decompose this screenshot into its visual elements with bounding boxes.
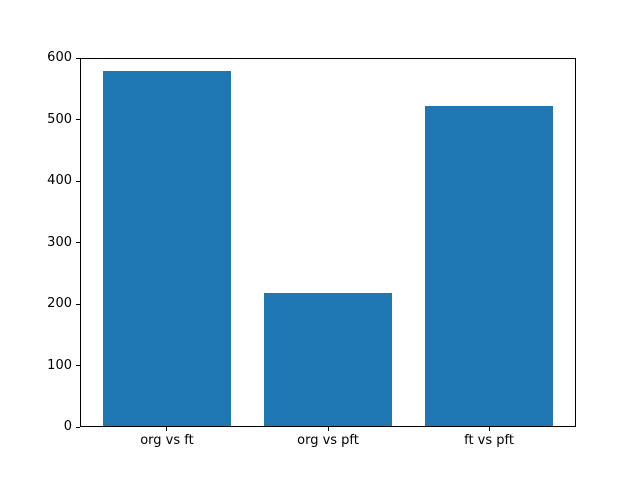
y-tick-mark	[76, 119, 80, 120]
y-tick-label: 300	[47, 234, 72, 250]
x-tick-mark	[327, 427, 329, 431]
x-tick-label: org vs pft	[297, 433, 359, 448]
y-tick-label: 100	[47, 357, 72, 373]
y-tick-mark	[76, 426, 80, 428]
y-tick-mark	[76, 303, 80, 305]
y-tick-mark	[76, 242, 80, 243]
bar-ft-vs-pft	[424, 105, 554, 426]
y-tick-mark	[76, 180, 80, 182]
x-tick-mark	[488, 427, 490, 431]
y-tick-label: 500	[47, 111, 72, 127]
x-tick-mark	[166, 427, 168, 431]
y-tick-label: 600	[47, 50, 72, 65]
y-tick-label: 0	[63, 419, 72, 434]
y-tick-mark	[76, 365, 80, 366]
y-tick-label: 200	[47, 296, 72, 311]
y-tick-label: 400	[47, 173, 72, 188]
bar-org-vs-pft	[263, 293, 393, 426]
x-tick-label: ft vs pft	[464, 433, 514, 448]
y-tick-mark	[76, 57, 80, 59]
bar-org-vs-ft	[102, 71, 232, 426]
plot-area	[80, 58, 576, 427]
x-tick-label: org vs ft	[140, 433, 194, 448]
